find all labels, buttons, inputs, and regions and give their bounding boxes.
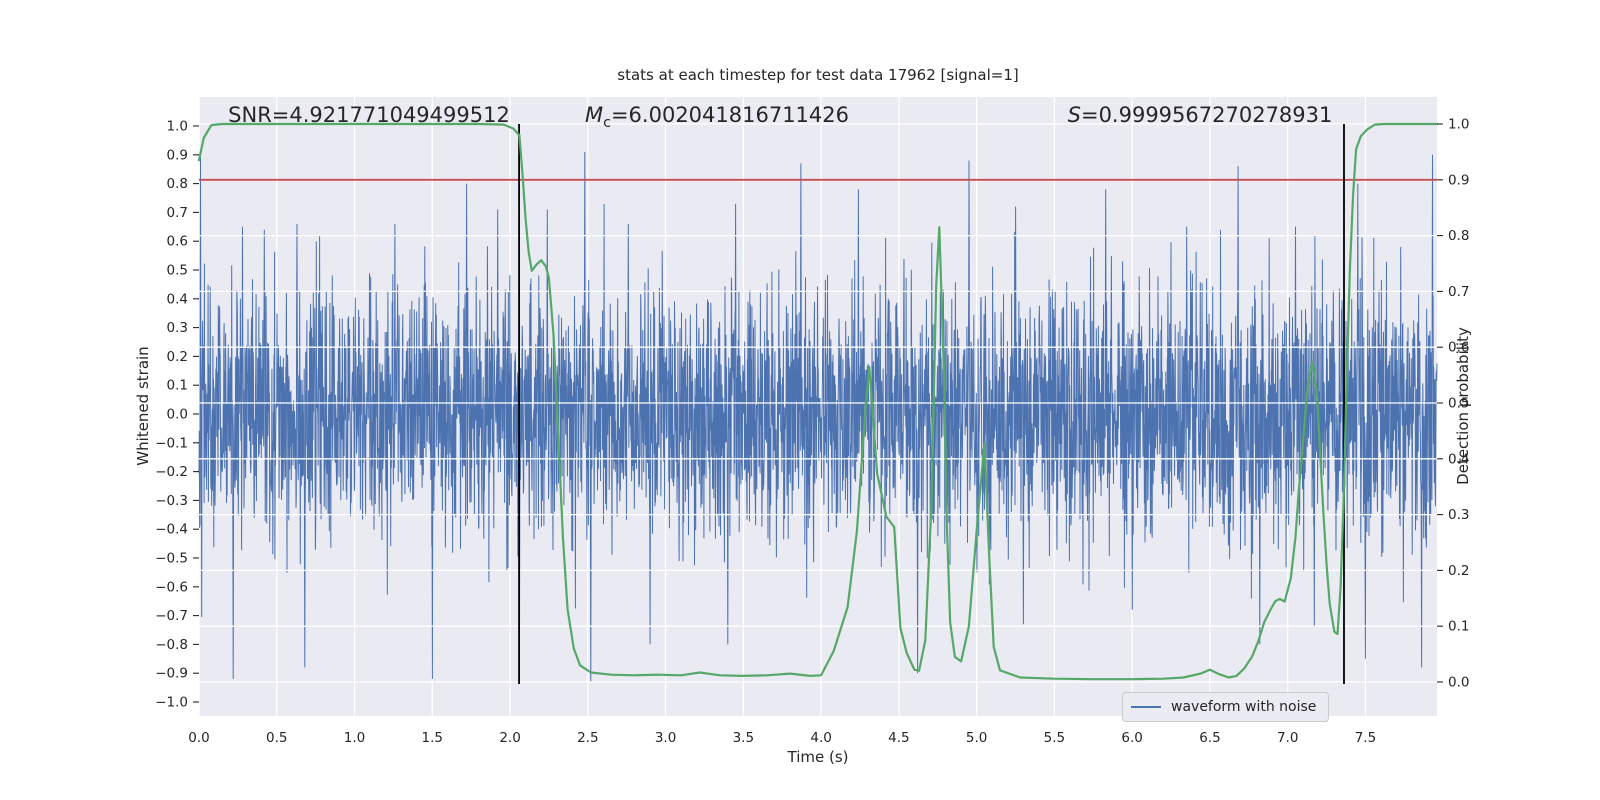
chirp-mass-annotation: Mc=6.002041816711426 xyxy=(585,103,849,131)
x-tick-label: 1.5 xyxy=(422,730,443,746)
y-tick-label-right: 0.4 xyxy=(1448,451,1469,467)
x-tick-label: 7.0 xyxy=(1277,730,1298,746)
y-tick-label-left: −0.2 xyxy=(155,464,188,480)
x-axis-label: Time (s) xyxy=(787,748,849,766)
y-tick-label-right: 0.7 xyxy=(1448,284,1469,300)
y-tick-label-left: −0.1 xyxy=(155,435,188,451)
y-tick-label-right: 0.5 xyxy=(1448,396,1469,412)
x-tick-label: 3.5 xyxy=(733,730,754,746)
y-tick-label-left: −0.7 xyxy=(155,608,188,624)
s-score-symbol: S xyxy=(1067,103,1081,127)
y-tick-label-right: 0.0 xyxy=(1448,675,1469,691)
y-tick-label-right: 0.9 xyxy=(1448,172,1469,188)
y-tick-label-left: −0.4 xyxy=(155,522,188,538)
x-tick-label: 5.0 xyxy=(966,730,987,746)
y-tick-label-right: 0.8 xyxy=(1448,228,1469,244)
s-score-value: =0.9999567270278931 xyxy=(1080,103,1333,127)
s-score-annotation: S=0.9999567270278931 xyxy=(1068,103,1333,127)
y-tick-label-left: 0.1 xyxy=(167,378,188,394)
legend-line-swatch xyxy=(1131,706,1161,708)
x-tick-label: 6.5 xyxy=(1199,730,1220,746)
y-tick-label-right: 0.1 xyxy=(1448,619,1469,635)
chart-title: stats at each timestep for test data 179… xyxy=(617,66,1019,84)
y-tick-label-left: 0.4 xyxy=(167,291,188,307)
y-axis-label-left: Whitened strain xyxy=(134,346,152,466)
y-axis-label-right: Detection probability xyxy=(1454,327,1472,485)
y-tick-label-left: 0.6 xyxy=(167,234,188,250)
chirp-mass-symbol: M xyxy=(584,103,604,127)
detection-probability-series xyxy=(197,122,1439,681)
y-tick-label-right: 0.3 xyxy=(1448,507,1469,523)
y-tick-label-left: 1.0 xyxy=(167,119,188,135)
waveform-with-noise-series xyxy=(198,151,1438,682)
x-tick-label: 4.0 xyxy=(810,730,831,746)
y-tick-label-left: 0.8 xyxy=(167,176,188,192)
chirp-mass-subscript: c xyxy=(603,115,611,132)
snr-annotation: SNR=4.921771049499512 xyxy=(228,103,510,127)
y-tick-label-left: 0.3 xyxy=(167,320,188,336)
y-tick-label-right: 0.2 xyxy=(1448,563,1469,579)
x-tick-label: 6.0 xyxy=(1121,730,1142,746)
y-tick-label-left: 0.0 xyxy=(167,407,188,423)
y-tick-label-left: 0.5 xyxy=(167,263,188,279)
x-tick-label: 2.5 xyxy=(577,730,598,746)
y-tick-label-left: −1.0 xyxy=(155,695,188,711)
y-tick-label-left: −0.3 xyxy=(155,493,188,509)
x-tick-label: 0.0 xyxy=(188,730,209,746)
x-tick-label: 4.5 xyxy=(888,730,909,746)
x-tick-label: 2.0 xyxy=(499,730,520,746)
y-tick-label-left: 0.9 xyxy=(167,147,188,163)
legend-label: waveform with noise xyxy=(1171,699,1317,715)
y-tick-label-left: −0.5 xyxy=(155,551,188,567)
x-tick-label: 5.5 xyxy=(1044,730,1065,746)
y-tick-label-left: 0.2 xyxy=(167,349,188,365)
x-tick-label: 3.0 xyxy=(655,730,676,746)
y-tick-label-left: 0.7 xyxy=(167,205,188,221)
y-tick-label-left: −0.6 xyxy=(155,579,188,595)
x-tick-label: 1.0 xyxy=(344,730,365,746)
legend: waveform with noise xyxy=(1122,692,1330,722)
y-tick-label-left: −0.8 xyxy=(155,637,188,653)
x-tick-label: 0.5 xyxy=(266,730,287,746)
chirp-mass-value: =6.002041816711426 xyxy=(610,103,850,127)
y-tick-label-right: 0.6 xyxy=(1448,340,1469,356)
x-tick-label: 7.5 xyxy=(1355,730,1376,746)
y-tick-label-right: 1.0 xyxy=(1448,117,1469,133)
snr-annotation-text: SNR=4.921771049499512 xyxy=(228,103,510,127)
y-tick-label-left: −0.9 xyxy=(155,666,188,682)
